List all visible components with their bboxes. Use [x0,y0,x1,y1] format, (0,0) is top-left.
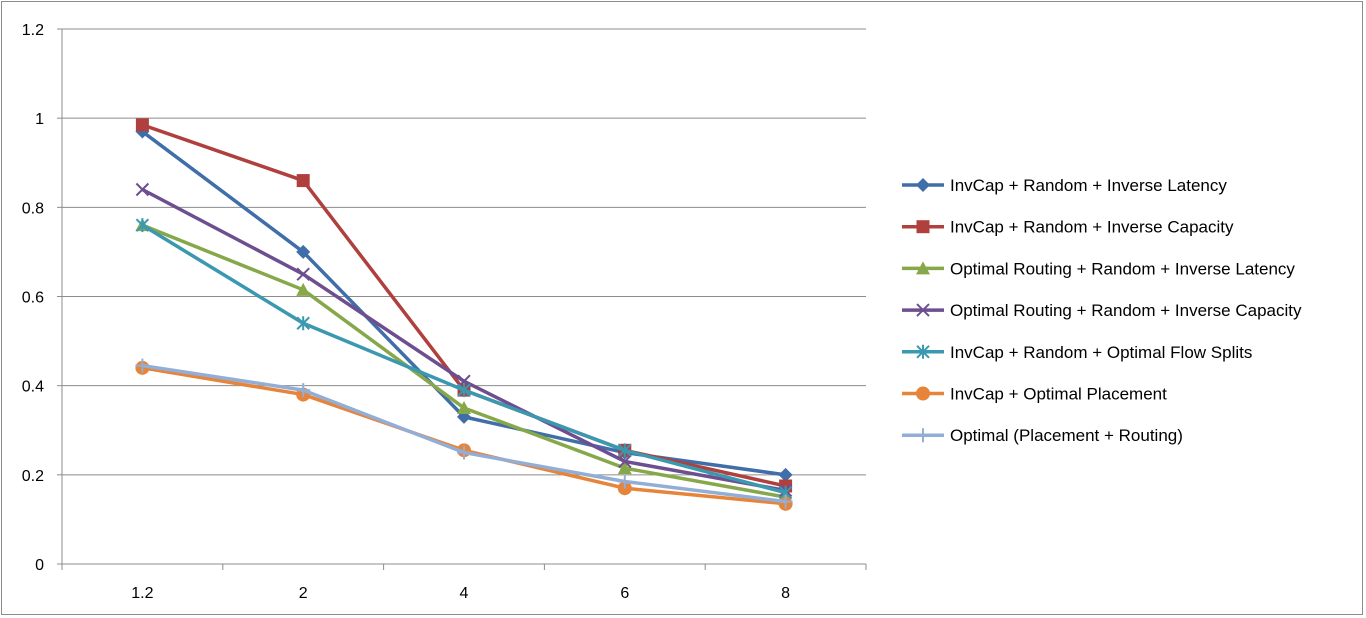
series-1 [135,124,793,482]
legend-item: InvCap + Random + Inverse Capacity [902,218,1234,237]
series-7 [135,358,793,509]
data-point [296,267,310,281]
y-tick-label: 0.4 [22,379,44,396]
x-tick-label: 4 [460,585,469,602]
x-tick-label: 2 [299,585,308,602]
legend-marker [916,428,930,443]
y-tick-label: 0.8 [22,200,44,217]
axes: 0 0.2 0.4 0.6 0.8 1 1.2 1.2 2 4 6 8 [22,22,867,602]
legend-item: Optimal (Placement + Routing) [902,426,1183,445]
y-tick-label: 1 [35,111,44,128]
y-tick-label: 0.6 [22,290,44,307]
data-point [617,461,632,475]
data-point [457,383,471,398]
data-point [778,494,793,509]
legend-item: Optimal Routing + Random + Inverse Capac… [902,301,1302,320]
data-point [135,358,150,373]
series-2 [135,118,793,493]
data-point [135,218,150,233]
data-point [457,445,471,460]
data-point [296,244,311,259]
legend-marker [916,303,930,317]
y-tick-label: 0 [35,557,44,574]
data-point [135,118,149,132]
legend-item: Optimal Routing + Random + Inverse Laten… [902,259,1295,278]
legend-label: InvCap + Optimal Placement [950,385,1167,404]
legend-item: InvCap + Random + Optimal Flow Splits [902,343,1252,362]
series-line [141,123,786,488]
series-lines [135,118,793,511]
data-point [296,316,310,331]
legend-marker [916,220,930,234]
x-tick-label: 1.2 [131,585,153,602]
legend: InvCap + Random + Inverse Latency InvCap … [902,176,1302,445]
legend-label: Optimal (Placement + Routing) [950,426,1183,445]
legend-marker [916,261,930,275]
legend-item: InvCap + Optimal Placement [902,385,1167,404]
legend-marker [916,178,930,192]
data-point [778,467,793,482]
x-tick-label: 8 [781,585,790,602]
data-point [135,182,150,197]
y-tick-label: 1.2 [22,22,44,39]
legend-marker [916,386,930,401]
data-point [618,443,632,458]
legend-marker [916,344,930,359]
legend-item: InvCap + Random + Inverse Latency [902,176,1227,195]
x-tick-label: 6 [620,585,629,602]
data-point [296,174,310,188]
y-tick-label: 0.2 [22,468,44,485]
data-point [618,454,632,469]
legend-label: Optimal Routing + Random + Inverse Capac… [950,301,1302,320]
data-point [617,474,632,489]
data-point [296,383,311,398]
legend-label: InvCap + Random + Inverse Latency [950,176,1227,195]
data-point [457,400,471,414]
legend-label: InvCap + Random + Inverse Capacity [950,218,1234,237]
legend-label: Optimal Routing + Random + Inverse Laten… [950,259,1295,278]
data-point [296,282,311,296]
legend-label: InvCap + Random + Optimal Flow Splits [950,343,1252,362]
